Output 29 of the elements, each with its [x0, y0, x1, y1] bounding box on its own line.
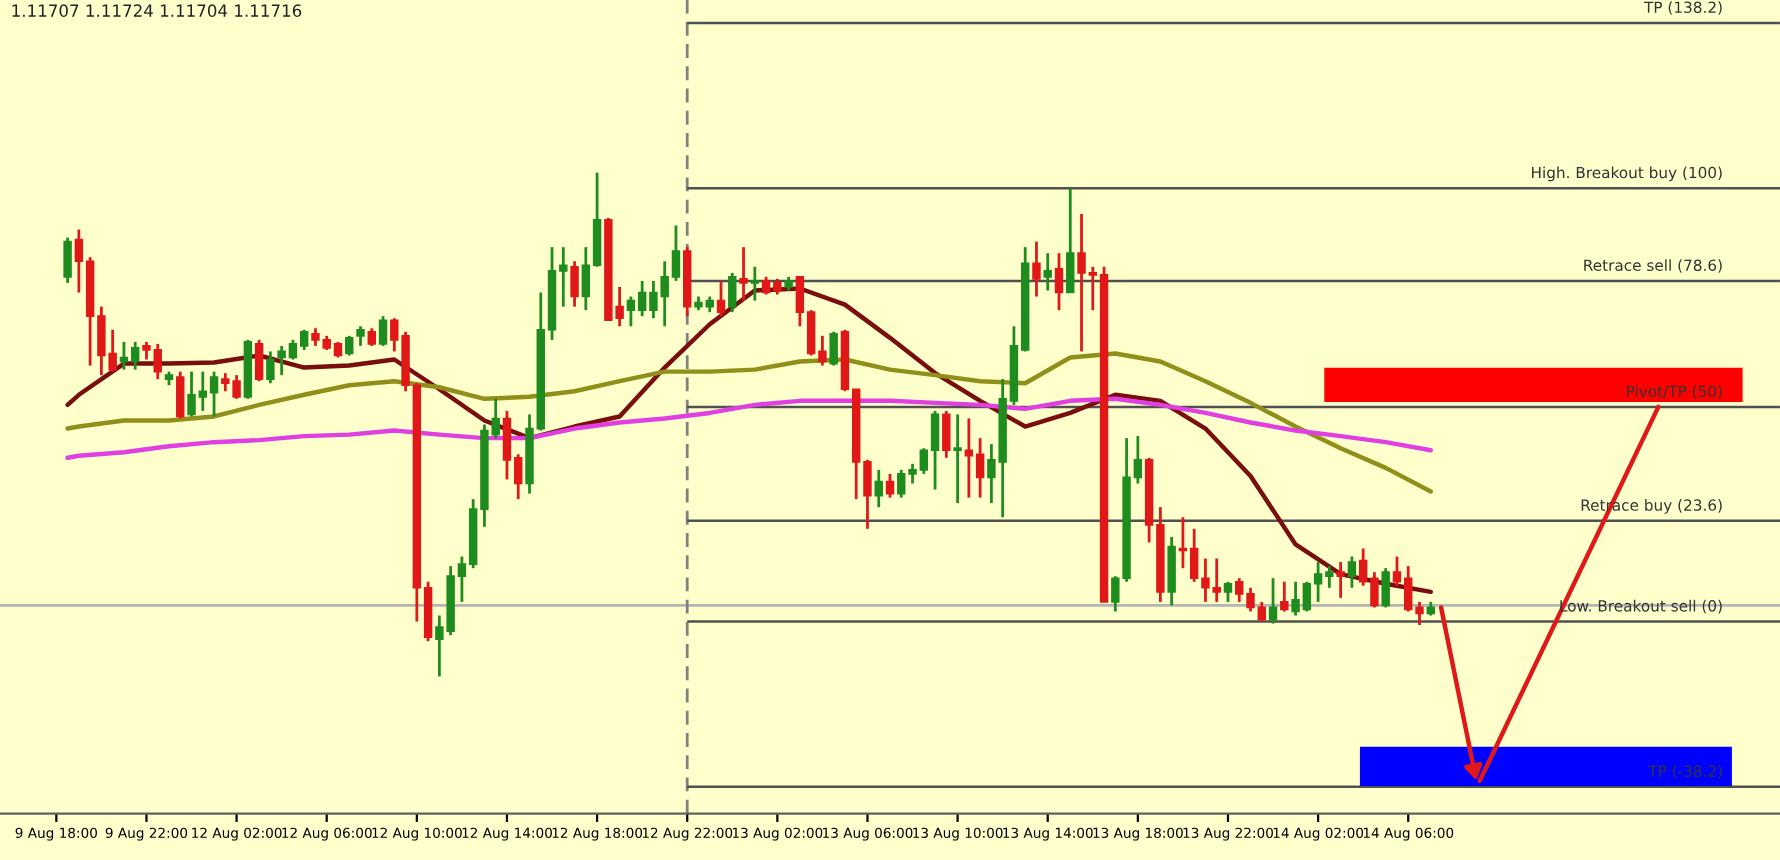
candlestick — [1336, 560, 1345, 600]
candlestick — [750, 265, 760, 302]
candlestick — [1167, 535, 1176, 607]
candlestick — [63, 236, 72, 285]
candlestick — [345, 334, 354, 357]
candlestick — [942, 409, 951, 460]
candlestick — [1381, 566, 1390, 609]
text: 1.11707 1.11724 1.11704 1.11716 — [12, 4, 302, 17]
candlestick — [1043, 251, 1052, 292]
candlestick — [953, 413, 962, 505]
candlestick — [716, 279, 726, 318]
candlestick — [1054, 251, 1064, 312]
candlestick — [739, 245, 748, 302]
candlestick — [874, 468, 883, 509]
candlestick — [378, 314, 388, 348]
candlestick — [1347, 555, 1357, 590]
candlestick — [829, 330, 838, 367]
candlestick — [885, 472, 895, 499]
candlestick — [1268, 576, 1278, 625]
candlestick — [254, 338, 264, 383]
candlestick — [728, 271, 737, 314]
candlestick — [1032, 240, 1041, 298]
candlestick — [1223, 580, 1233, 604]
candlestick — [266, 350, 275, 385]
candlestick — [1280, 580, 1289, 613]
candlestick — [356, 324, 365, 348]
candlestick — [570, 259, 579, 308]
candlestick — [176, 370, 185, 420]
candlestick — [1066, 186, 1075, 294]
